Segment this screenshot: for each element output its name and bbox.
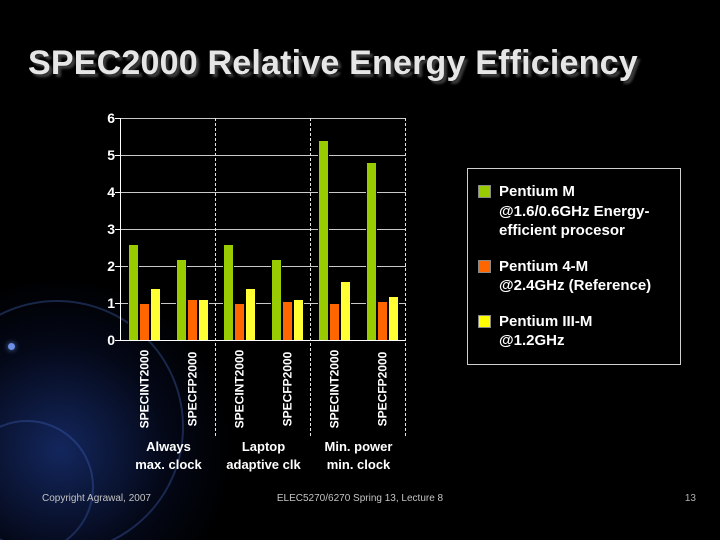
background-dot-decoration xyxy=(8,343,15,350)
x-axis-category-label: SPECFP2000 xyxy=(169,342,217,436)
legend-item: Pentium III-M @1.2GHz xyxy=(478,312,670,351)
legend-item: Pentium M @1.6/0.6GHz Energy- efficient … xyxy=(478,182,670,241)
condition-group-label-line: min. clock xyxy=(326,456,391,472)
legend-label: Pentium M @1.6/0.6GHz Energy- efficient … xyxy=(499,183,650,239)
data-bar xyxy=(270,259,282,340)
legend-item: Pentium 4-M @2.4GHz (Reference) xyxy=(478,257,670,296)
data-bar xyxy=(197,299,209,340)
y-axis-tick xyxy=(115,155,121,156)
y-axis-label: 4 xyxy=(107,184,115,200)
chart-legend: Pentium M @1.6/0.6GHz Energy- efficient … xyxy=(467,168,681,365)
y-axis-tick xyxy=(115,340,121,341)
x-axis-category-text: SPECFP2000 xyxy=(280,351,295,427)
footer-copyright: Copyright Agrawal, 2007 xyxy=(42,493,151,504)
data-bar xyxy=(223,244,235,340)
data-bar xyxy=(186,299,198,340)
x-axis-category-label: SPECINT2000 xyxy=(216,342,264,436)
slide-footer: Copyright Agrawal, 2007 ELEC5270/6270 Sp… xyxy=(0,493,720,509)
condition-group-label-line: Min. power xyxy=(324,439,393,454)
y-axis-label: 2 xyxy=(107,258,115,274)
legend-color-swatch xyxy=(478,259,491,273)
legend-label: Pentium III-M @1.2GHz xyxy=(499,312,593,350)
y-axis-label: 6 xyxy=(107,110,115,126)
data-bar xyxy=(365,162,377,340)
gridline xyxy=(121,229,406,230)
condition-group-label-line: adaptive clk xyxy=(226,456,301,472)
data-bar xyxy=(175,259,187,340)
gridline xyxy=(121,192,406,193)
data-bar xyxy=(318,140,330,340)
legend-label: Pentium 4-M @2.4GHz (Reference) xyxy=(499,257,652,295)
data-bar xyxy=(329,303,341,340)
y-axis-label: 0 xyxy=(107,332,115,348)
data-bar xyxy=(340,281,352,340)
y-axis-label: 5 xyxy=(107,147,115,163)
x-axis-category-text: SPECINT2000 xyxy=(327,349,342,429)
group-separator-line xyxy=(405,118,406,436)
condition-group-label: Always max. clock xyxy=(121,438,216,473)
y-axis-tick xyxy=(115,118,121,119)
x-axis-category-label: SPECFP2000 xyxy=(264,342,312,436)
data-bar xyxy=(387,296,399,340)
data-bar xyxy=(234,303,246,340)
x-axis-category-label: SPECFP2000 xyxy=(359,342,407,436)
y-axis-tick xyxy=(115,303,121,304)
data-bar xyxy=(292,299,304,340)
group-separator-line xyxy=(310,118,311,436)
data-bar xyxy=(150,288,162,340)
data-bar xyxy=(128,244,140,340)
x-axis-category-text: SPECFP2000 xyxy=(185,351,200,427)
x-axis-category-label: SPECINT2000 xyxy=(311,342,359,436)
y-axis-label: 1 xyxy=(107,295,115,311)
x-axis-category-text: SPECFP2000 xyxy=(375,351,390,427)
x-axis-category-text: SPECINT2000 xyxy=(137,349,152,429)
condition-group-label: Min. power min. clock xyxy=(311,438,406,473)
y-axis-tick xyxy=(115,229,121,230)
group-separator-line xyxy=(215,118,216,436)
x-axis-category-label: SPECINT2000 xyxy=(121,342,169,436)
slide-title: SPEC2000 Relative Energy Efficiency xyxy=(28,44,638,82)
bar-chart-plot-area: 0 1 2 3 4 5 6 SPECINT2000 SPECFP2000 SPECINT2000 S… xyxy=(107,110,406,472)
y-axis-tick xyxy=(115,192,121,193)
y-axis-label: 3 xyxy=(107,221,115,237)
data-bar xyxy=(245,288,257,340)
footer-course-info: ELEC5270/6270 Spring 13, Lecture 8 xyxy=(276,493,444,504)
legend-color-swatch xyxy=(478,314,491,328)
x-axis-category-text: SPECINT2000 xyxy=(232,349,247,429)
gridline xyxy=(121,155,406,156)
condition-group-label-line: Laptop xyxy=(241,439,286,454)
gridline xyxy=(121,118,406,119)
y-axis-tick xyxy=(115,266,121,267)
gridline xyxy=(121,266,406,267)
condition-group-label-line: Always xyxy=(146,439,191,454)
data-bar xyxy=(139,303,151,340)
legend-color-swatch xyxy=(478,185,491,198)
gridline xyxy=(121,303,406,304)
slide-number: 13 xyxy=(684,493,696,504)
data-bar xyxy=(376,301,388,340)
data-bar xyxy=(281,301,293,340)
condition-group-label-line: max. clock xyxy=(135,456,202,472)
condition-group-label: Laptop adaptive clk xyxy=(216,438,311,473)
